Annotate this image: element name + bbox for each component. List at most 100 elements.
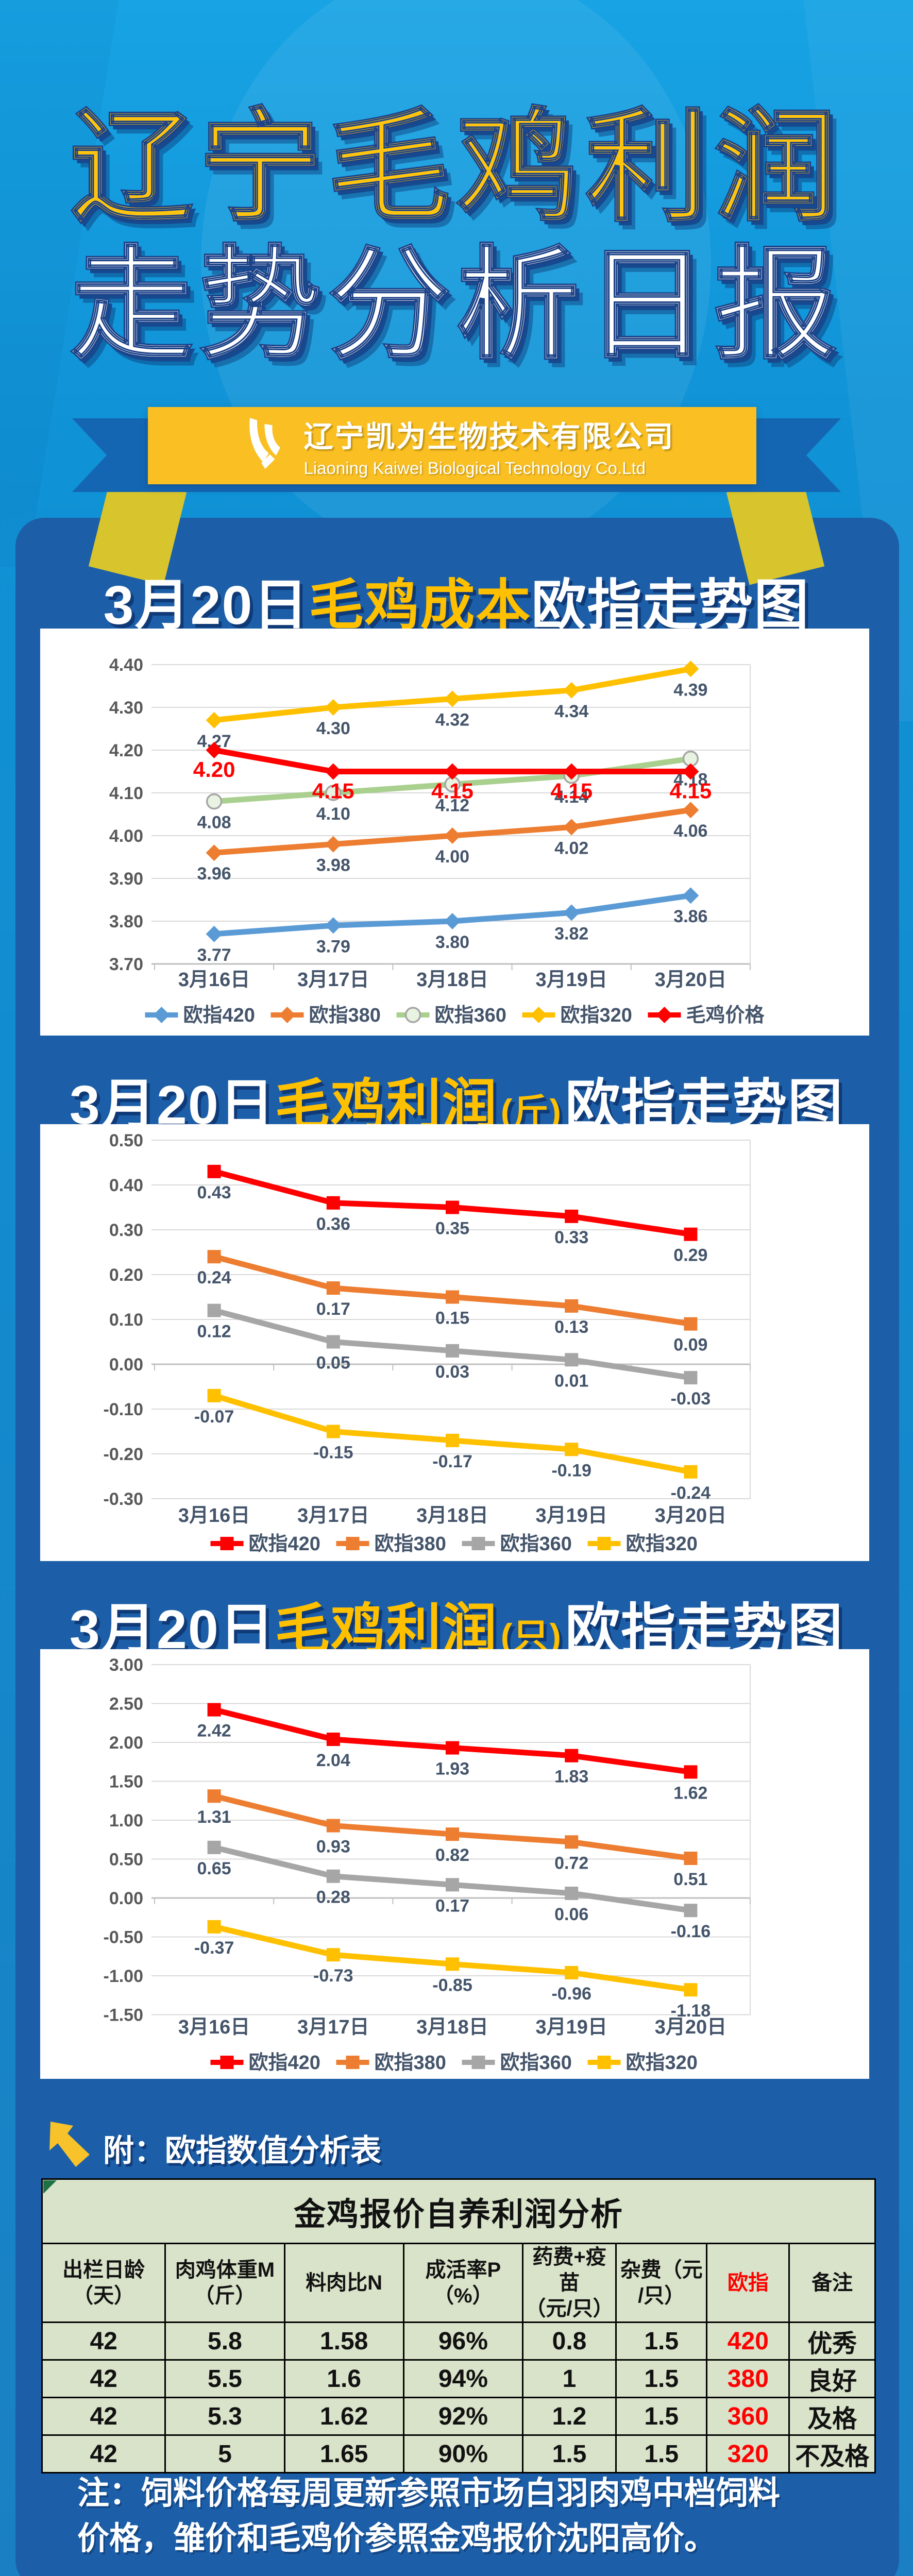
svg-text:毛鸡价格: 毛鸡价格 bbox=[686, 1005, 765, 1026]
svg-text:欧指380: 欧指380 bbox=[309, 1005, 381, 1026]
svg-text:0.00: 0.00 bbox=[109, 1889, 143, 1908]
svg-text:0.50: 0.50 bbox=[109, 1850, 143, 1870]
svg-text:3.86: 3.86 bbox=[673, 907, 707, 926]
table-cell: 360 bbox=[706, 2397, 790, 2436]
svg-text:4.20: 4.20 bbox=[109, 741, 143, 760]
svg-text:4.08: 4.08 bbox=[197, 813, 231, 833]
table-cell: 1.5 bbox=[615, 2434, 708, 2473]
svg-text:欧指320: 欧指320 bbox=[626, 1533, 698, 1555]
svg-text:-1.18: -1.18 bbox=[671, 2001, 711, 2021]
svg-text:0.28: 0.28 bbox=[316, 1888, 350, 1907]
svg-text:欧指420: 欧指420 bbox=[249, 1533, 320, 1555]
table-cell: 1.5 bbox=[521, 2434, 617, 2473]
svg-text:3.80: 3.80 bbox=[109, 912, 143, 931]
svg-text:4.06: 4.06 bbox=[673, 821, 707, 841]
table-header-cell: 药费+疫苗 （元/只） bbox=[521, 2243, 617, 2323]
series-欧指360: 0.12 0.05 0.03 0.01 -0.03 bbox=[197, 1303, 711, 1409]
svg-text:4.30: 4.30 bbox=[109, 698, 143, 718]
svg-text:0.33: 0.33 bbox=[554, 1228, 588, 1247]
svg-text:欧指360: 欧指360 bbox=[435, 1005, 506, 1026]
svg-text:3.79: 3.79 bbox=[316, 937, 350, 956]
table-header-cell: 备注 bbox=[788, 2243, 876, 2323]
svg-text:2.50: 2.50 bbox=[109, 1694, 143, 1714]
legend-item-欧指360: 欧指360 bbox=[462, 1533, 572, 1555]
svg-text:0.01: 0.01 bbox=[554, 1371, 588, 1391]
table-cell: 1 bbox=[521, 2359, 617, 2398]
page-title-line2: 走势分析日报 bbox=[70, 237, 843, 374]
svg-text:3月17日: 3月17日 bbox=[297, 1505, 369, 1527]
svg-text:欧指360: 欧指360 bbox=[500, 2052, 572, 2074]
table-cell: 420 bbox=[706, 2321, 790, 2361]
svg-text:4.32: 4.32 bbox=[435, 710, 469, 730]
svg-text:0.20: 0.20 bbox=[109, 1265, 143, 1285]
series-欧指420: 0.43 0.36 0.35 0.33 0.29 bbox=[197, 1164, 707, 1265]
svg-text:-0.16: -0.16 bbox=[671, 1922, 711, 1941]
svg-text:4.15: 4.15 bbox=[312, 779, 354, 803]
table-cell: 1.62 bbox=[283, 2397, 404, 2436]
excel-corner-mark bbox=[43, 2180, 57, 2194]
table-header-row: 出栏日龄 （天） 肉鸡体重M （斤） 料肉比N 成活率P （%） 药费+疫苗 （元/只）… bbox=[41, 2243, 876, 2323]
table-cell: 42 bbox=[41, 2397, 166, 2436]
svg-text:0.24: 0.24 bbox=[197, 1268, 231, 1287]
svg-text:3月18日: 3月18日 bbox=[416, 1505, 488, 1527]
svg-text:0.35: 0.35 bbox=[435, 1219, 469, 1239]
company-name-en: Liaoning Kaiwei Biological Technology Co… bbox=[303, 459, 646, 478]
legend-item-欧指360: 欧指360 bbox=[462, 2052, 572, 2074]
legend-item-欧指320: 欧指320 bbox=[522, 1005, 632, 1026]
svg-text:0.13: 0.13 bbox=[554, 1317, 588, 1337]
svg-text:0.06: 0.06 bbox=[554, 1905, 588, 1924]
svg-text:-0.85: -0.85 bbox=[432, 1975, 472, 1995]
series-欧指380: 1.31 0.93 0.82 0.72 0.51 bbox=[197, 1789, 707, 1889]
series-欧指380: 3.96 3.98 4.00 4.02 4.06 bbox=[197, 802, 707, 884]
svg-text:0.43: 0.43 bbox=[197, 1183, 231, 1202]
table-header-cell: 成活率P （%） bbox=[402, 2243, 523, 2323]
table-header-cell: 料肉比N bbox=[283, 2243, 404, 2323]
legend-item-欧指380: 欧指380 bbox=[336, 1533, 446, 1555]
table-cell: 1.5 bbox=[615, 2359, 708, 2398]
legend-item-毛鸡价格: 毛鸡价格 bbox=[648, 1005, 765, 1026]
svg-text:4.20: 4.20 bbox=[193, 757, 235, 782]
cost-trend-chart: 4.40 4.30 4.20 4.10 4.00 3.90 3.80 3.70 3.77 3.79… bbox=[40, 629, 869, 1036]
page-title-line1: 辽宁毛鸡利润 bbox=[70, 99, 843, 236]
table-cell: 92% bbox=[402, 2397, 523, 2436]
table-cell: 1.6 bbox=[283, 2359, 404, 2398]
svg-text:3月20日: 3月20日 bbox=[655, 1505, 726, 1527]
svg-text:0.29: 0.29 bbox=[673, 1246, 707, 1265]
svg-text:3月18日: 3月18日 bbox=[416, 969, 488, 991]
legend-item-欧指420: 欧指420 bbox=[210, 2052, 320, 2074]
series-欧指360: 0.65 0.28 0.17 0.06 -0.16 bbox=[197, 1840, 711, 1941]
svg-text:欧指320: 欧指320 bbox=[626, 2052, 698, 2074]
table-cell: 1.2 bbox=[521, 2397, 617, 2436]
table-cell: 1.65 bbox=[283, 2434, 404, 2473]
table-header-cell: 欧指 bbox=[706, 2243, 790, 2323]
svg-text:0.05: 0.05 bbox=[316, 1353, 350, 1373]
table-row: 42 5.8 1.58 96% 0.8 1.5 420 优秀 bbox=[41, 2321, 876, 2361]
table-cell: 5.8 bbox=[164, 2321, 285, 2361]
svg-text:3月19日: 3月19日 bbox=[535, 2016, 607, 2038]
analysis-table-wrap: 金鸡报价自养利润分析 出栏日龄 （天） 肉鸡体重M （斤） 料肉比N 成活率P （%）… bbox=[41, 2178, 876, 2473]
table-header-cell: 杂费（元 /只） bbox=[615, 2243, 708, 2323]
table-cell: 1.5 bbox=[615, 2397, 708, 2436]
svg-text:-0.30: -0.30 bbox=[104, 1489, 144, 1509]
table-cell: 42 bbox=[41, 2434, 166, 2473]
table-title: 金鸡报价自养利润分析 bbox=[41, 2178, 876, 2244]
svg-text:0.51: 0.51 bbox=[673, 1870, 707, 1889]
legend-item-欧指320: 欧指320 bbox=[587, 2052, 698, 2074]
legend-item-欧指380: 欧指380 bbox=[336, 2052, 446, 2074]
section-arrow-icon bbox=[43, 2120, 95, 2179]
svg-text:3月20日: 3月20日 bbox=[655, 2016, 726, 2038]
svg-text:3.90: 3.90 bbox=[109, 869, 143, 889]
table-row: 42 5.3 1.62 92% 1.2 1.5 360 及格 bbox=[41, 2397, 876, 2436]
series-欧指320: 4.274.30 4.32 4.344.39 bbox=[197, 660, 707, 751]
svg-text:-1.50: -1.50 bbox=[104, 2006, 144, 2025]
series-欧指320: -0.37 -0.73 -0.85 -0.96 -1.18 bbox=[194, 1920, 711, 2021]
table-cell: 94% bbox=[402, 2359, 523, 2398]
chart1-title-prefix: 3月20日 bbox=[103, 575, 309, 636]
svg-text:4.14: 4.14 bbox=[554, 787, 588, 807]
svg-text:2.42: 2.42 bbox=[197, 1721, 231, 1741]
svg-text:0.93: 0.93 bbox=[316, 1837, 350, 1857]
table-row: 42 5 1.65 90% 1.5 1.5 320 不及格 bbox=[41, 2434, 876, 2473]
svg-text:0.65: 0.65 bbox=[197, 1859, 231, 1878]
table-cell: 5 bbox=[164, 2434, 285, 2473]
svg-text:4.02: 4.02 bbox=[554, 838, 588, 858]
